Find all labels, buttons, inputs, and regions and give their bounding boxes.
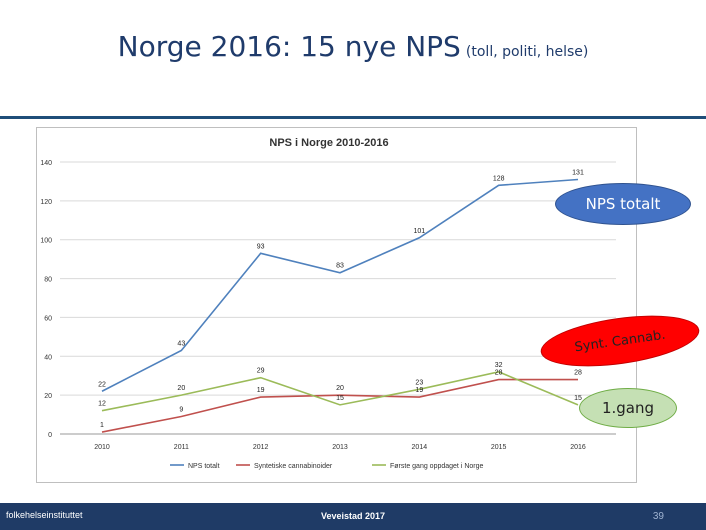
y-tick-label: 60 [44,315,52,322]
data-label: 43 [177,340,185,347]
y-tick-label: 0 [48,432,52,439]
data-label: 93 [257,243,265,250]
series-line [101,178,579,392]
chart-frame [36,127,637,483]
data-label: 15 [574,395,582,402]
x-tick-label: 2016 [570,444,586,451]
data-label: 131 [572,169,584,176]
data-label: 128 [493,175,505,182]
legend-label: NPS totalt [188,463,220,470]
footer-bar: folkehelseinstituttet Veveistad 2017 39 [0,503,706,530]
legend-label: Første gang oppdaget i Norge [390,463,483,470]
data-label: 20 [177,385,185,392]
data-label: 23 [415,379,423,386]
y-tick-label: 80 [44,277,52,284]
legend-label: Syntetiske cannabinoider [254,463,333,470]
y-tick-label: 120 [40,199,52,206]
series-line [101,370,579,412]
x-tick-label: 2015 [491,444,507,451]
data-label: 28 [574,370,582,377]
data-label: 28 [495,370,503,377]
x-tick-label: 2013 [332,444,348,451]
x-tick-label: 2012 [253,444,269,451]
data-label: 9 [179,407,183,414]
data-label: 19 [415,387,423,394]
data-label: 83 [336,263,344,270]
slide-title-main: Norge 2016: 15 nye NPS [117,30,461,63]
y-tick-label: 100 [40,238,52,245]
data-label: 101 [413,228,425,235]
data-label: 32 [495,362,503,369]
callout-first-time: 1.gang [579,388,677,428]
data-label: 19 [257,387,265,394]
event-label: Veveistad 2017 [320,511,386,521]
data-label: 1 [100,422,104,429]
page-number: 39 [652,511,664,522]
data-label: 29 [257,368,265,375]
y-tick-label: 20 [44,393,52,400]
x-tick-label: 2011 [174,444,189,451]
institute-logo: folkehelseinstituttet [6,510,83,520]
x-tick-label: 2010 [94,444,110,451]
data-label: 22 [98,381,106,388]
data-label: 20 [336,385,344,392]
title-divider [0,116,706,119]
data-label: 15 [336,395,344,402]
x-tick-label: 2014 [412,444,428,451]
series-line [101,378,578,433]
slide-title: Norge 2016: 15 nye NPS (toll, politi, he… [0,30,706,63]
chart-title: NPS i Norge 2010-2016 [269,137,388,149]
slide-title-subtitle: (toll, politi, helse) [465,44,589,60]
data-label: 12 [98,401,106,408]
y-tick-label: 40 [44,354,52,361]
callout-nps-totalt: NPS totalt [555,183,691,225]
y-tick-label: 140 [40,160,52,167]
